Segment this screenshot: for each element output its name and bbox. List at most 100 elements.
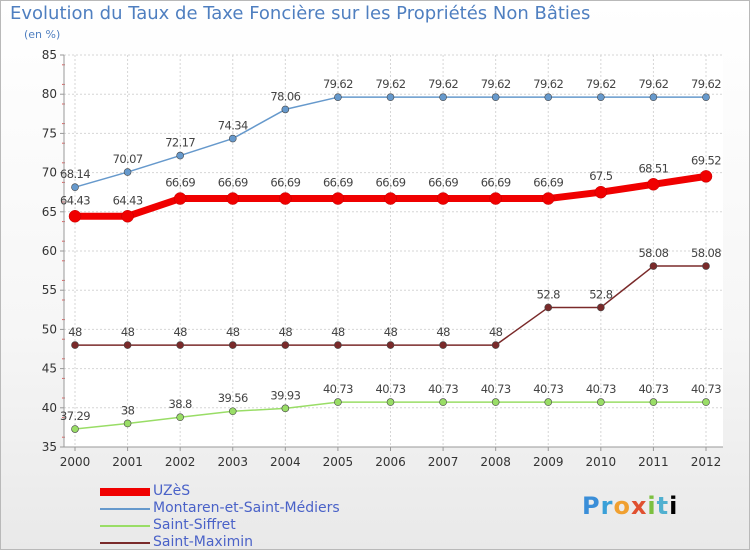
data-label: 40.73 (376, 382, 406, 396)
data-label: 78.06 (270, 89, 300, 103)
data-label: 66.69 (270, 176, 300, 190)
data-label: 40.73 (586, 382, 616, 396)
data-label: 74.34 (218, 119, 248, 133)
data-label: 38.8 (169, 397, 192, 411)
legend-label: Saint-Maximin (153, 534, 254, 550)
data-label: 39.93 (270, 388, 300, 402)
data-point (334, 398, 342, 406)
y-tick-label: 85 (42, 48, 57, 62)
legend-swatch (100, 508, 150, 510)
y-tick-label: 55 (42, 283, 57, 297)
data-point (281, 404, 290, 413)
data-label: 38 (121, 403, 135, 417)
data-point (176, 413, 184, 422)
proxiti-logo: Proxiti (582, 492, 678, 520)
x-tick-label: 2012 (691, 455, 722, 469)
logo-letter: t (656, 492, 670, 520)
legend-swatch (100, 542, 150, 544)
data-point (384, 192, 397, 205)
data-label: 64.43 (113, 193, 143, 207)
chart-title: Evolution du Taux de Taxe Foncière sur l… (10, 3, 591, 24)
y-tick-label: 45 (42, 362, 57, 376)
legend-item: Montaren-et-Saint-Médiers (100, 500, 430, 518)
data-label: 66.69 (533, 176, 563, 190)
data-label: 79.62 (586, 77, 616, 91)
x-tick-label: 2001 (112, 455, 143, 469)
data-point (702, 93, 710, 101)
data-point (597, 93, 605, 101)
data-label: 48 (173, 325, 187, 339)
x-tick-label: 2006 (375, 455, 406, 469)
data-point (228, 134, 237, 143)
y-tick-label: 35 (42, 440, 57, 454)
x-tick-label: 2010 (586, 455, 617, 469)
data-label: 70.07 (113, 152, 143, 166)
data-point (334, 93, 342, 101)
data-label: 66.69 (323, 176, 353, 190)
data-point (71, 425, 79, 433)
data-point (176, 341, 184, 349)
data-label: 66.69 (376, 176, 406, 190)
data-point (649, 262, 658, 270)
legend-label: Saint-Siffret (153, 517, 236, 533)
y-tick-label: 70 (42, 166, 57, 180)
data-point (491, 93, 500, 101)
data-label: 48 (384, 325, 398, 339)
legend-item: Saint-Siffret (100, 517, 430, 535)
data-label: 66.69 (165, 176, 195, 190)
logo-letter: i (669, 492, 679, 520)
data-label: 79.62 (533, 77, 563, 91)
data-label: 40.73 (481, 382, 511, 396)
data-label: 48 (68, 325, 82, 339)
y-tick-label: 60 (42, 244, 57, 258)
data-point (123, 419, 132, 428)
data-point (439, 398, 447, 406)
data-label: 79.62 (691, 77, 721, 91)
y-tick-label: 40 (42, 401, 57, 415)
data-point (439, 341, 447, 349)
chart-subtitle: (en %) (24, 28, 61, 41)
legend-item: UZèS (100, 483, 430, 501)
chart-legend: UZèS Montaren-et-Saint-Médiers Saint-Siffr… (100, 483, 430, 552)
data-point (281, 341, 290, 349)
data-label: 69.52 (691, 153, 721, 167)
x-tick-label: 2008 (480, 455, 511, 469)
data-point (334, 341, 342, 349)
data-label: 40.73 (638, 382, 668, 396)
data-label: 40.73 (691, 382, 721, 396)
data-label: 67.5 (589, 169, 612, 183)
data-label: 48 (489, 325, 503, 339)
data-label: 64.43 (60, 193, 90, 207)
data-label: 48 (279, 325, 293, 339)
x-tick-label: 2000 (60, 455, 91, 469)
legend-swatch (100, 488, 150, 496)
data-point (71, 183, 79, 191)
data-point (436, 192, 450, 205)
legend-item: Saint-Maximin (100, 534, 430, 552)
data-label: 40.73 (323, 382, 353, 396)
data-point (386, 93, 395, 101)
data-point (121, 210, 134, 223)
data-label: 58.08 (638, 246, 668, 260)
data-point (491, 341, 500, 349)
data-label: 79.62 (638, 77, 668, 91)
logo-letter: o (613, 492, 631, 520)
data-label: 48 (331, 325, 345, 339)
data-label: 68.14 (60, 167, 90, 181)
data-label: 48 (226, 325, 240, 339)
data-label: 68.51 (638, 161, 668, 175)
data-point (491, 398, 500, 406)
data-point (649, 398, 658, 406)
x-tick-label: 2011 (638, 455, 669, 469)
data-point (281, 105, 290, 114)
y-tick-label: 80 (42, 87, 57, 101)
data-point (702, 398, 710, 406)
data-point (386, 341, 395, 349)
x-tick-label: 2003 (217, 455, 248, 469)
data-point (544, 398, 553, 406)
data-label: 40.73 (533, 382, 563, 396)
logo-letter: r (600, 492, 614, 520)
data-label: 79.62 (481, 77, 511, 91)
data-point (71, 341, 79, 349)
